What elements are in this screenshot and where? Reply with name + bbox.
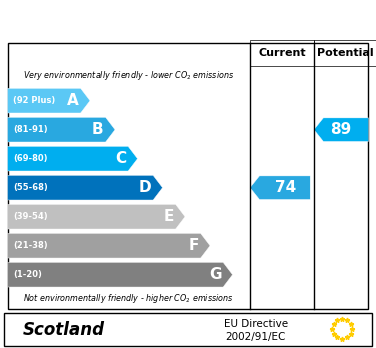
- Text: (55-68): (55-68): [13, 183, 48, 192]
- Text: C: C: [115, 151, 126, 166]
- Text: Not environmentally friendly - higher CO$_2$ emissions: Not environmentally friendly - higher CO…: [23, 292, 234, 306]
- Bar: [314, 40, 376, 66]
- Text: E: E: [164, 209, 174, 224]
- Text: B: B: [92, 122, 104, 137]
- Text: 74: 74: [275, 180, 296, 195]
- Text: G: G: [209, 267, 221, 282]
- Polygon shape: [8, 117, 115, 142]
- Polygon shape: [8, 147, 138, 171]
- Polygon shape: [314, 118, 368, 141]
- Text: D: D: [139, 180, 151, 195]
- Text: 89: 89: [331, 122, 352, 137]
- Text: (81-91): (81-91): [13, 125, 48, 134]
- Text: (69-80): (69-80): [13, 154, 48, 163]
- Polygon shape: [250, 176, 310, 199]
- Text: EU Directive: EU Directive: [224, 319, 288, 329]
- Polygon shape: [8, 234, 210, 258]
- Text: 2002/91/EC: 2002/91/EC: [226, 332, 286, 342]
- Text: Current: Current: [258, 48, 306, 58]
- Text: (92 Plus): (92 Plus): [13, 96, 55, 105]
- Text: Scotland: Scotland: [23, 321, 105, 339]
- Text: A: A: [67, 93, 79, 108]
- Text: Environmental Impact (CO$_2$) Rating: Environmental Impact (CO$_2$) Rating: [23, 9, 353, 31]
- Text: (39-54): (39-54): [13, 212, 48, 221]
- Text: Very environmentally friendly - lower CO$_2$ emissions: Very environmentally friendly - lower CO…: [23, 70, 234, 82]
- Text: F: F: [188, 238, 199, 253]
- Text: Potential: Potential: [317, 48, 373, 58]
- Polygon shape: [8, 88, 90, 113]
- Polygon shape: [8, 204, 185, 229]
- Polygon shape: [8, 262, 232, 287]
- Polygon shape: [8, 175, 162, 200]
- Text: (1-20): (1-20): [13, 270, 42, 279]
- Text: (21-38): (21-38): [13, 241, 48, 250]
- Bar: [250, 40, 314, 66]
